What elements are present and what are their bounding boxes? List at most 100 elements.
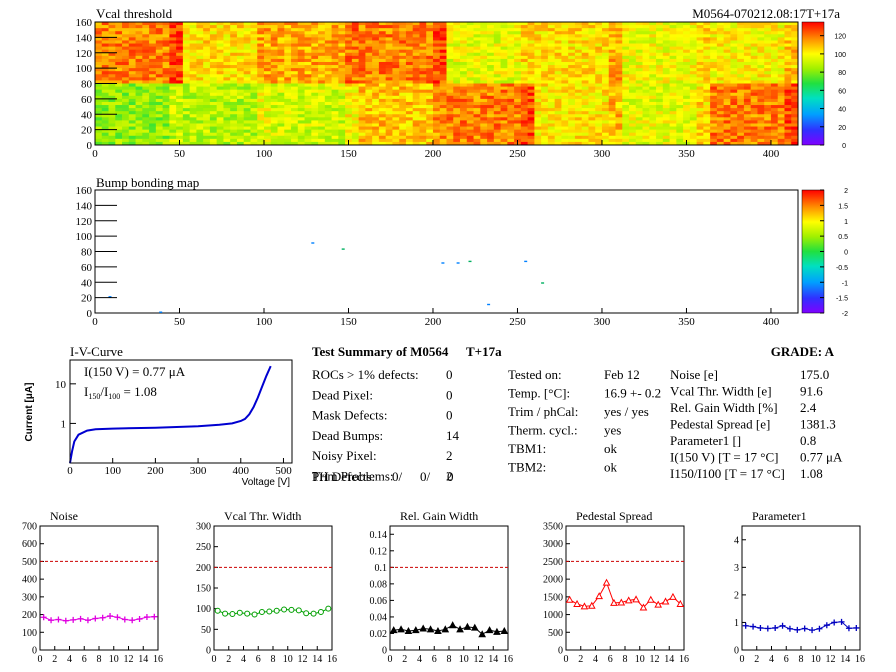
heatmap-cell — [453, 61, 461, 66]
y-tick-label: 3 — [734, 563, 739, 574]
heatmap-cell — [189, 98, 197, 103]
heatmap-cell — [351, 68, 360, 72]
heatmap-cell — [791, 108, 799, 112]
heatmap-cell — [622, 135, 630, 140]
heatmap-cell — [142, 52, 150, 57]
heatmap-cell — [432, 58, 441, 63]
heatmap-cell — [453, 52, 461, 57]
heatmap-cell — [318, 43, 326, 48]
heatmap-cell — [487, 25, 495, 29]
heatmap-cell — [676, 71, 684, 75]
heatmap-cell — [743, 77, 752, 81]
heatmap-cell — [784, 95, 792, 100]
heatmap-cell — [304, 95, 312, 100]
heatmap-cell — [405, 138, 414, 143]
heatmap-cell — [757, 61, 765, 66]
heatmap-cell — [737, 126, 745, 131]
heatmap-cell — [601, 141, 610, 146]
heatmap-cell — [108, 92, 116, 97]
heatmap-cell — [196, 132, 204, 137]
heatmap-cell — [149, 117, 157, 121]
heatmap-cell — [412, 80, 420, 84]
heatmap-cell — [777, 83, 785, 87]
heatmap-cell — [689, 43, 698, 48]
heatmap-cell — [176, 86, 184, 91]
heatmap-cell — [723, 28, 731, 32]
heatmap-cell — [128, 114, 136, 118]
heatmap-cell — [541, 105, 549, 109]
y-tick-label: 50 — [201, 625, 211, 636]
heatmap-cell — [777, 114, 785, 118]
heatmap-cell — [696, 105, 704, 109]
x-tick-label: 150 — [340, 316, 357, 328]
heatmap-cell — [683, 55, 691, 60]
heatmap-cell — [324, 138, 332, 143]
heatmap-cell — [277, 89, 285, 94]
heatmap-cell — [770, 43, 779, 48]
heatmap-cell — [615, 138, 623, 143]
heatmap-cell — [500, 83, 508, 87]
heatmap-cell — [223, 92, 231, 97]
heatmap-cell — [716, 37, 725, 41]
heatmap-cell — [588, 126, 596, 131]
heatmap-cell — [743, 135, 752, 140]
heatmap-cell — [500, 25, 508, 29]
heatmap-cell — [703, 114, 711, 118]
heatmap-cell — [365, 105, 373, 109]
heatmap-cell — [230, 129, 238, 134]
heatmap-cell — [554, 135, 562, 140]
heatmap-cell — [629, 34, 637, 38]
heatmap-cell — [385, 34, 393, 38]
heatmap-cell — [770, 135, 779, 140]
heatmap-cell — [216, 105, 224, 109]
heatmap-cell — [608, 92, 616, 97]
heatmap-cell — [757, 89, 765, 94]
heatmap-cell — [257, 52, 265, 57]
heatmap-cell — [392, 120, 400, 124]
heatmap-cell — [270, 68, 278, 72]
heatmap-cell — [365, 120, 373, 124]
heatmap-cell — [615, 132, 623, 137]
heatmap-cell — [101, 22, 109, 26]
heatmap-cell — [392, 141, 400, 146]
heatmap-cell — [216, 123, 224, 127]
heatmap-cell — [162, 126, 170, 131]
heatmap-cell — [399, 80, 407, 84]
summary-label: Tested on: — [508, 367, 562, 382]
heatmap-cell — [122, 89, 130, 94]
heatmap-cell — [392, 61, 400, 66]
heatmap-cell — [439, 58, 447, 63]
heatmap-cell — [561, 114, 569, 118]
heatmap-cell — [345, 129, 353, 134]
heatmap-cell — [568, 95, 576, 100]
heatmap-cell — [203, 37, 211, 41]
heatmap-cell — [757, 58, 765, 63]
heatmap-cell — [493, 40, 501, 44]
heatmap-cell — [493, 52, 501, 57]
heatmap-cell — [527, 43, 535, 48]
heatmap-cell — [534, 34, 542, 38]
heatmap-cell — [372, 89, 380, 94]
heatmap-cell — [676, 123, 684, 127]
heatmap-cell — [601, 58, 610, 63]
heatmap-cell — [432, 68, 441, 72]
summary-value: ok — [604, 460, 618, 475]
heatmap-cell — [554, 95, 562, 100]
colorbar-tick-label: -1.5 — [836, 296, 848, 303]
heatmap-cell — [466, 138, 474, 143]
heatmap-cell — [263, 68, 272, 72]
heatmap-cell — [500, 34, 508, 38]
heatmap-cell — [176, 55, 184, 60]
heatmap-cell — [399, 68, 407, 72]
heatmap-cell — [764, 49, 772, 54]
heatmap-cell — [257, 89, 265, 94]
heatmap-cell — [635, 34, 643, 38]
heatmap-cell — [338, 37, 346, 41]
heatmap-cell — [331, 126, 339, 131]
heatmap-cell — [622, 61, 630, 66]
heatmap-cell — [581, 43, 589, 48]
heatmap-cell — [432, 92, 441, 97]
heatmap-cell — [568, 61, 576, 66]
heatmap-cell — [236, 77, 245, 81]
heatmap-cell — [676, 74, 684, 78]
